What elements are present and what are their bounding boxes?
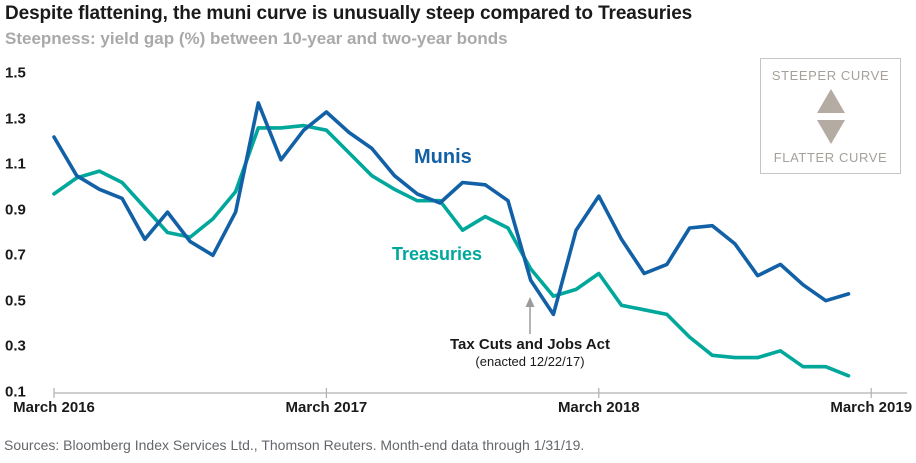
flatter-curve-label: FLATTER CURVE [773, 150, 888, 165]
annotation-subtitle: (enacted 12/22/17) [475, 354, 585, 369]
steeper-curve-label: STEEPER CURVE [771, 68, 890, 83]
curve-direction-legend: STEEPER CURVE FLATTER CURVE [760, 58, 901, 174]
chart-title: Despite flattening, the muni curve is un… [5, 3, 693, 24]
munis-series-label: Munis [414, 146, 472, 168]
sources-note: Sources: Bloomberg Index Services Ltd., … [4, 437, 585, 453]
y-tick-label: 0.9 [5, 201, 26, 219]
y-tick-label: 1.5 [5, 64, 26, 82]
y-tick-label: 0.1 [5, 383, 26, 401]
treasuries-series-label: Treasuries [392, 244, 483, 264]
munis-line [52, 101, 851, 317]
y-tick-label: 0.5 [5, 292, 26, 310]
y-tick-label: 0.7 [5, 246, 26, 264]
x-tick-label: March 2019 [830, 399, 913, 416]
x-tick-label: March 2018 [557, 399, 640, 416]
x-tick-label: March 2017 [285, 399, 368, 416]
y-tick-label: 1.3 [5, 110, 26, 128]
y-tick-label: 0.3 [5, 337, 26, 355]
flatter-arrow-down-icon [816, 120, 845, 144]
chart-subtitle: Steepness: yield gap (%) between 10-year… [5, 29, 508, 48]
steeper-arrow-up-icon [816, 89, 845, 113]
annotation-title: Tax Cuts and Jobs Act [449, 336, 611, 353]
annotation-arrow-head-icon [525, 297, 535, 307]
x-tick-label: March 2016 [13, 399, 95, 416]
y-tick-label: 1.1 [5, 155, 26, 173]
